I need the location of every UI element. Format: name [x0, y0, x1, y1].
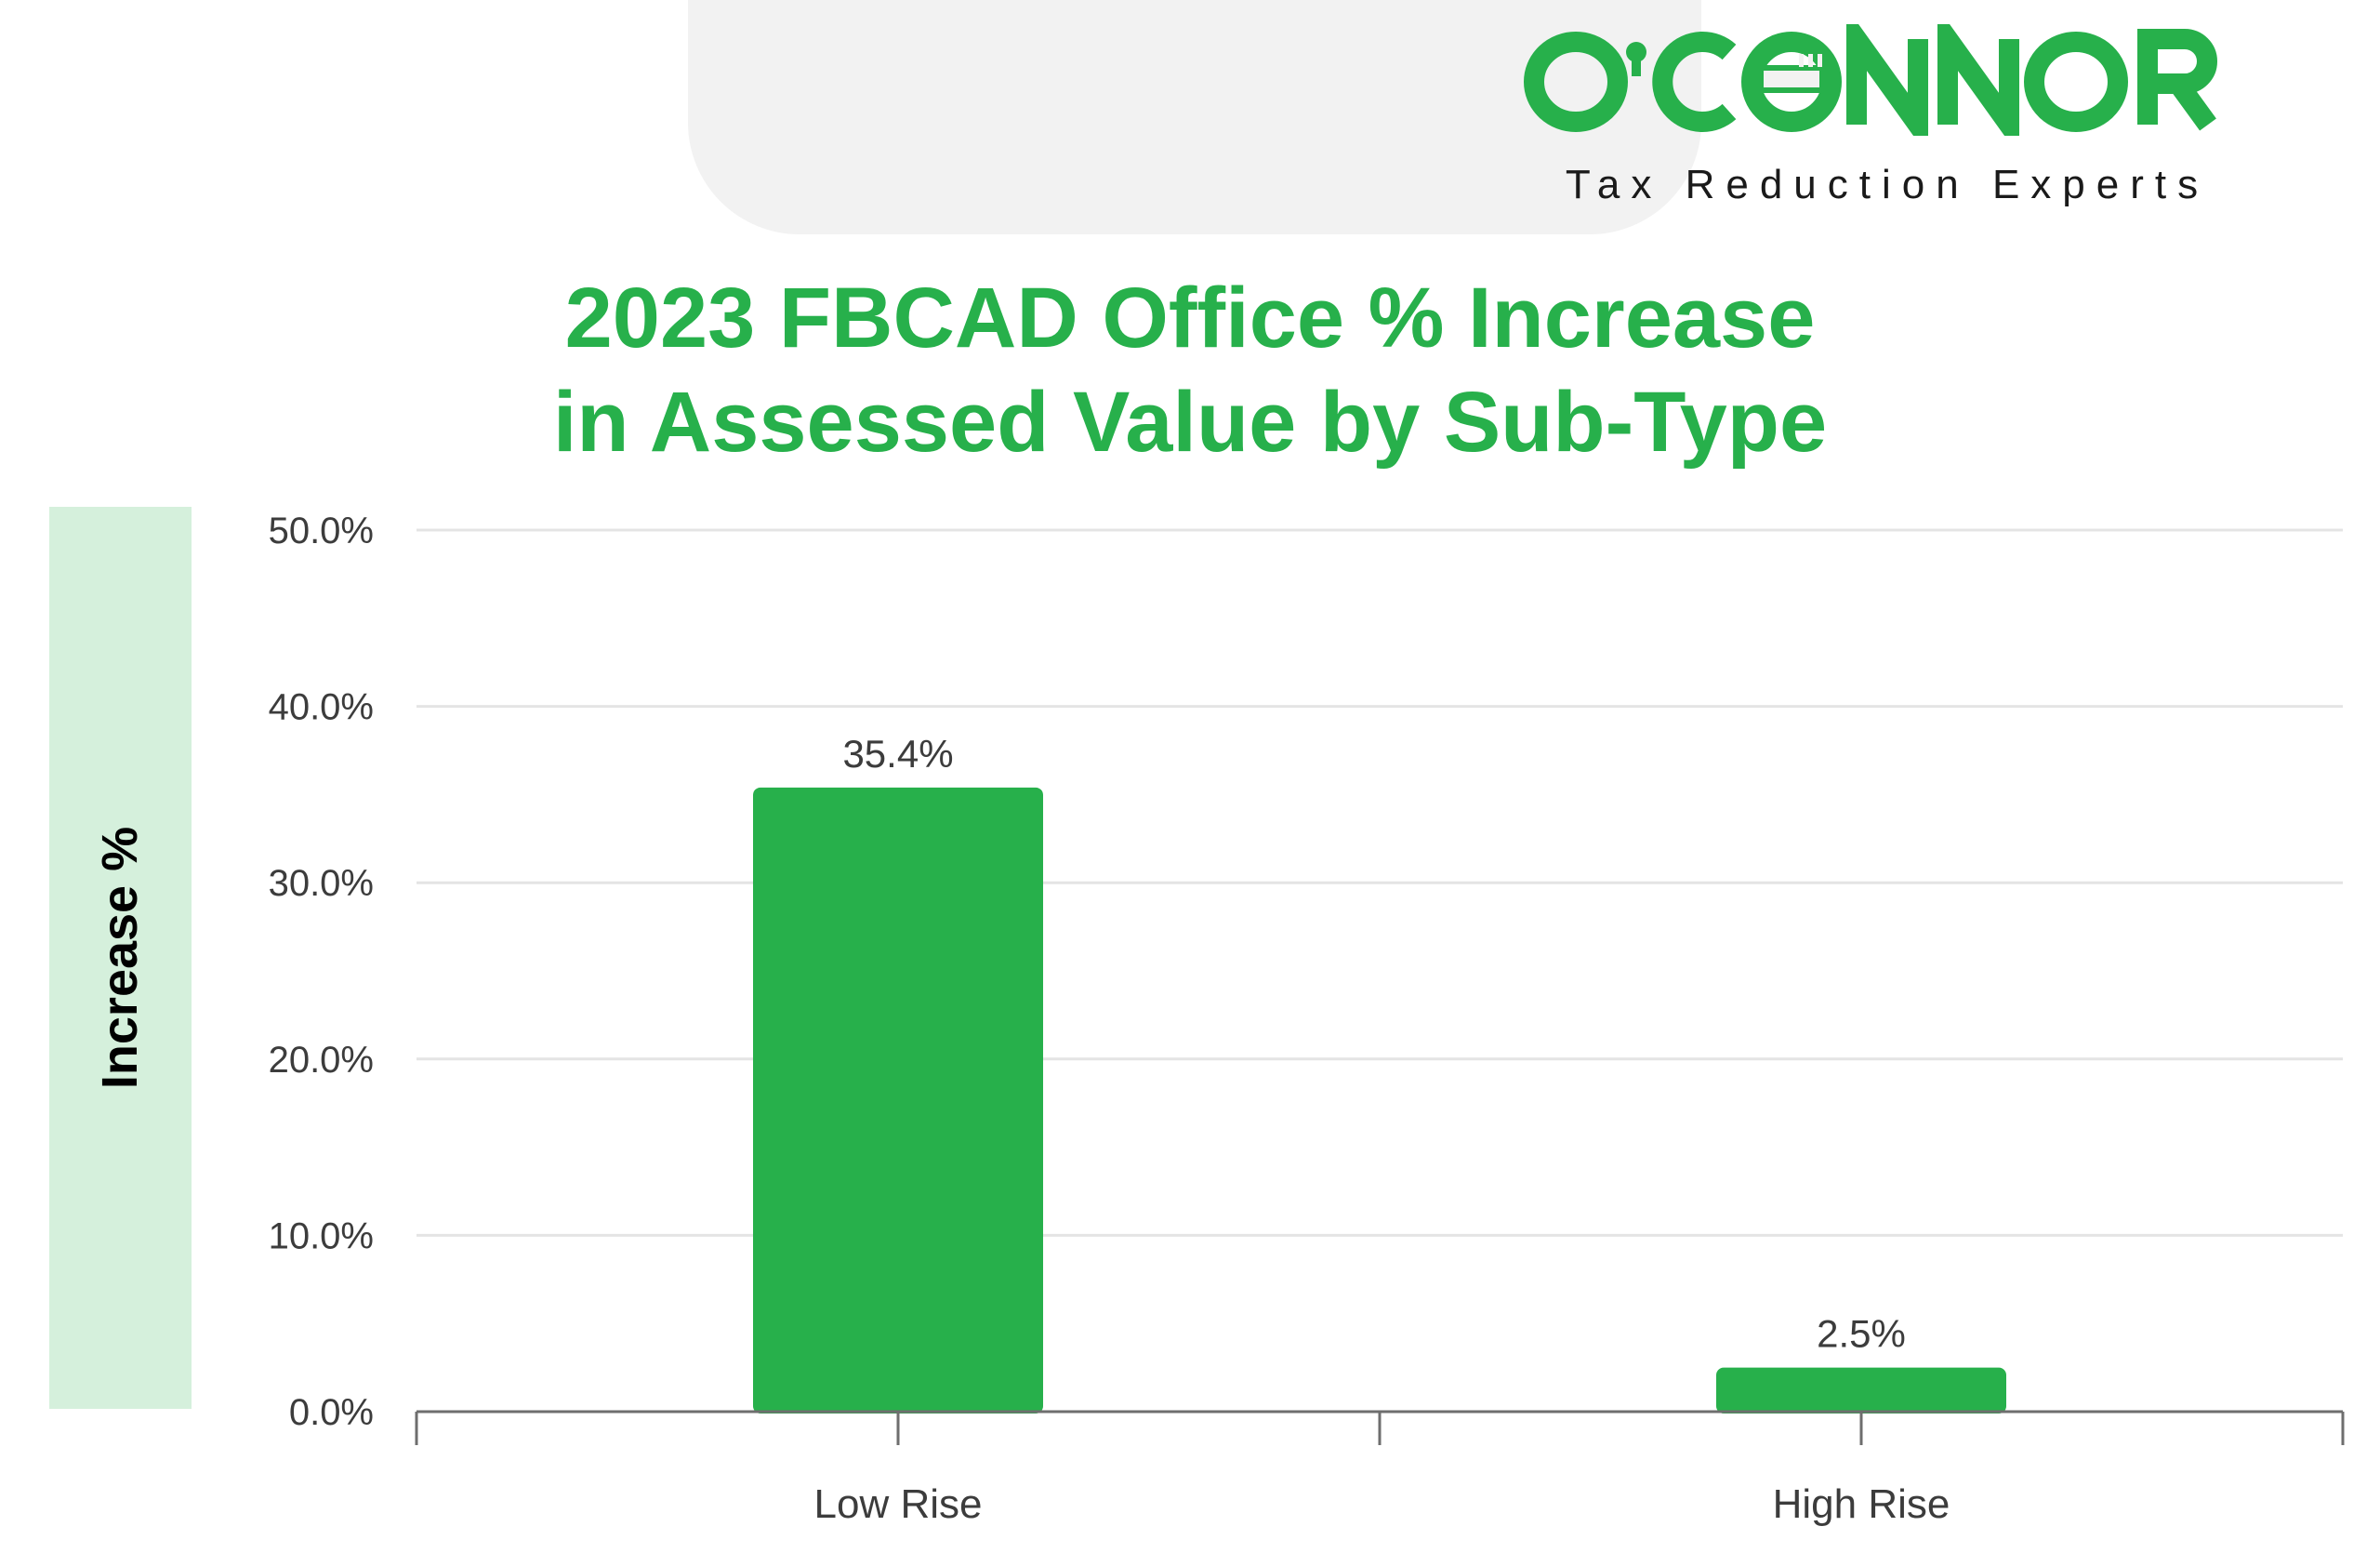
x-tick-label: Low Rise: [814, 1481, 983, 1527]
y-tick-label: 40.0%: [269, 687, 374, 728]
brand-tagline: Tax Reduction Experts: [1565, 162, 2210, 207]
y-tick-label: 50.0%: [269, 511, 374, 551]
chart-title-line-2: in Assessed Value by Sub-Type: [552, 375, 1828, 470]
chart-title-line-1: 2023 FBCAD Office % Increase: [564, 271, 1816, 365]
data-label: 2.5%: [1817, 1312, 1906, 1356]
y-tick-label: 20.0%: [269, 1040, 374, 1081]
brand-logo: Tax Reduction Experts: [1520, 24, 2254, 210]
y-tick-label: 10.0%: [269, 1215, 374, 1256]
y-axis-label-band: [49, 507, 192, 1409]
bar: [1716, 1367, 2006, 1414]
data-label: 35.4%: [842, 732, 953, 776]
x-tick-label: High Rise: [1773, 1481, 1950, 1527]
y-tick-label: 0.0%: [289, 1392, 374, 1433]
y-tick-label: 30.0%: [269, 863, 374, 904]
oconnor-logo-icon: [1524, 24, 2217, 136]
chart-title: 2023 FBCAD Office % Increase in Assessed…: [0, 266, 2380, 474]
header-banner: Tax Reduction Experts: [688, 0, 2217, 234]
bar: [753, 787, 1043, 1414]
